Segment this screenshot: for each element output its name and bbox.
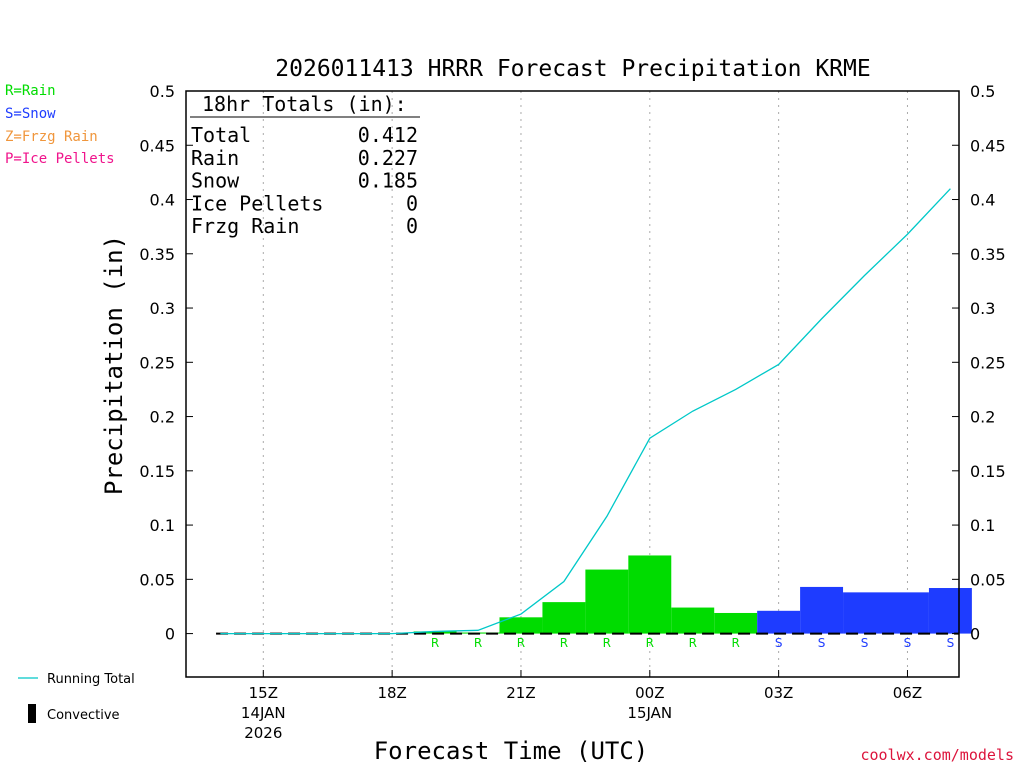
convective-legend-swatch bbox=[28, 704, 36, 723]
plot-frame bbox=[185, 90, 960, 678]
precip-bar bbox=[757, 610, 801, 634]
precip-type-label: R bbox=[431, 636, 439, 650]
y-tick-label-left: 0.05 bbox=[139, 570, 175, 589]
x-tick-label: 03Z bbox=[764, 684, 793, 702]
precip-bar bbox=[714, 612, 758, 634]
precip-bar bbox=[928, 588, 972, 634]
x-axis-label: Forecast Time (UTC) bbox=[374, 737, 649, 765]
precip-type-label: S bbox=[904, 636, 912, 650]
totals-row-label: Frzg Rain bbox=[191, 214, 299, 238]
y-axis-label: Precipitation (in) bbox=[100, 235, 128, 495]
x-tick-label: 06Z bbox=[893, 684, 922, 702]
precip-bar bbox=[542, 602, 586, 634]
totals-row-label: Snow bbox=[191, 169, 240, 193]
y-tick-label-right: 0 bbox=[970, 625, 980, 644]
x-tick-date: 14JAN bbox=[241, 704, 286, 722]
running-total-legend-label: Running Total bbox=[47, 672, 135, 687]
y-tick-label-left: 0.4 bbox=[150, 191, 175, 210]
totals-row-label: Rain bbox=[191, 146, 239, 170]
y-tick-label-right: 0.25 bbox=[970, 353, 1006, 372]
y-tick-label-left: 0.25 bbox=[139, 353, 175, 372]
y-tick-label-right: 0.4 bbox=[970, 191, 995, 210]
y-tick-label-right: 0.2 bbox=[970, 408, 995, 427]
x-axis-ticks: 15Z 14JAN 2026 18Z 21Z 00Z 15JAN 03Z 06Z bbox=[241, 670, 922, 742]
legend-ice-pellets: P=Ice Pellets bbox=[5, 151, 115, 167]
bars bbox=[413, 555, 972, 634]
y-tick-label-right: 0.3 bbox=[970, 299, 995, 318]
y-tick-label-right: 0.05 bbox=[970, 570, 1006, 589]
precip-bar bbox=[413, 631, 457, 634]
y-tick-label-left: 0.15 bbox=[139, 462, 175, 481]
precip-type-label: S bbox=[818, 636, 826, 650]
precip-type-legend: R=Rain S=Snow Z=Frzg Rain P=Ice Pellets bbox=[5, 83, 115, 167]
y-tick-label-right: 0.15 bbox=[970, 462, 1006, 481]
precip-type-label: R bbox=[474, 636, 482, 650]
totals-row-value: 0.412 bbox=[358, 123, 418, 147]
totals-box: 18hr Totals (in): Total 0.412 Rain 0.227 Sno… bbox=[190, 92, 420, 238]
precip-type-label: R bbox=[603, 636, 611, 650]
y-tick-label-left: 0 bbox=[165, 625, 175, 644]
legend-frzg-rain: Z=Frzg Rain bbox=[5, 129, 98, 145]
legend-snow: S=Snow bbox=[5, 106, 56, 122]
credit-text: coolwx.com/models bbox=[860, 746, 1014, 764]
chart-title: 2026011413 HRRR Forecast Precipitation K… bbox=[275, 56, 870, 82]
precip-type-label: R bbox=[689, 636, 697, 650]
y-tick-label-left: 0.5 bbox=[150, 82, 175, 101]
totals-row-value: 0 bbox=[406, 191, 418, 215]
precip-bar bbox=[671, 607, 715, 634]
y-axis-ticks: 0 00.05 0.050.1 0.10.15 0.150.2 0.20.25 0.250.… bbox=[139, 82, 1005, 644]
totals-row-value: 0 bbox=[406, 214, 418, 238]
precip-bar bbox=[499, 617, 543, 634]
precip-bar bbox=[885, 592, 929, 634]
y-tick-label-left: 0.1 bbox=[150, 516, 175, 535]
precip-bar bbox=[800, 586, 844, 634]
precip-type-label: R bbox=[646, 636, 654, 650]
x-tick-year: 2026 bbox=[244, 724, 282, 742]
y-tick-label-left: 0.35 bbox=[139, 245, 175, 264]
y-tick-label-right: 0.1 bbox=[970, 516, 995, 535]
totals-row-value: 0.185 bbox=[358, 169, 418, 193]
x-tick-label: 18Z bbox=[377, 684, 406, 702]
totals-row-label: Ice Pellets bbox=[191, 191, 323, 215]
x-tick-label: 00Z bbox=[635, 684, 664, 702]
convective-legend-label: Convective bbox=[47, 708, 120, 723]
x-tick-date: 15JAN bbox=[627, 704, 672, 722]
x-tick-label: 21Z bbox=[506, 684, 535, 702]
y-tick-label-right: 0.35 bbox=[970, 245, 1006, 264]
y-tick-label-left: 0.2 bbox=[150, 408, 175, 427]
precip-type-label: S bbox=[775, 636, 783, 650]
precip-type-label: R bbox=[517, 636, 525, 650]
totals-header: 18hr Totals (in): bbox=[202, 92, 407, 116]
running-total-line bbox=[220, 188, 951, 635]
precip-type-label: R bbox=[560, 636, 568, 650]
x-tick-label: 15Z bbox=[249, 684, 278, 702]
totals-rows: Total 0.412 Rain 0.227 Snow 0.185 Ice Pellets 0… bbox=[191, 123, 418, 238]
totals-row-value: 0.227 bbox=[358, 146, 418, 170]
precip-bar bbox=[585, 569, 629, 634]
precip-bar bbox=[843, 592, 886, 634]
precip-type-label: R bbox=[732, 636, 740, 650]
totals-row-label: Total bbox=[191, 123, 251, 147]
precip-type-label: S bbox=[861, 636, 869, 650]
y-tick-label-right: 0.5 bbox=[970, 82, 995, 101]
y-tick-label-left: 0.45 bbox=[139, 136, 175, 155]
y-tick-label-left: 0.3 bbox=[150, 299, 175, 318]
y-tick-label-right: 0.45 bbox=[970, 136, 1006, 155]
legend-rain: R=Rain bbox=[5, 83, 56, 99]
precip-bar bbox=[628, 555, 672, 634]
precip-type-label: S bbox=[947, 636, 955, 650]
line-legend: Running Total Convective bbox=[18, 672, 135, 723]
